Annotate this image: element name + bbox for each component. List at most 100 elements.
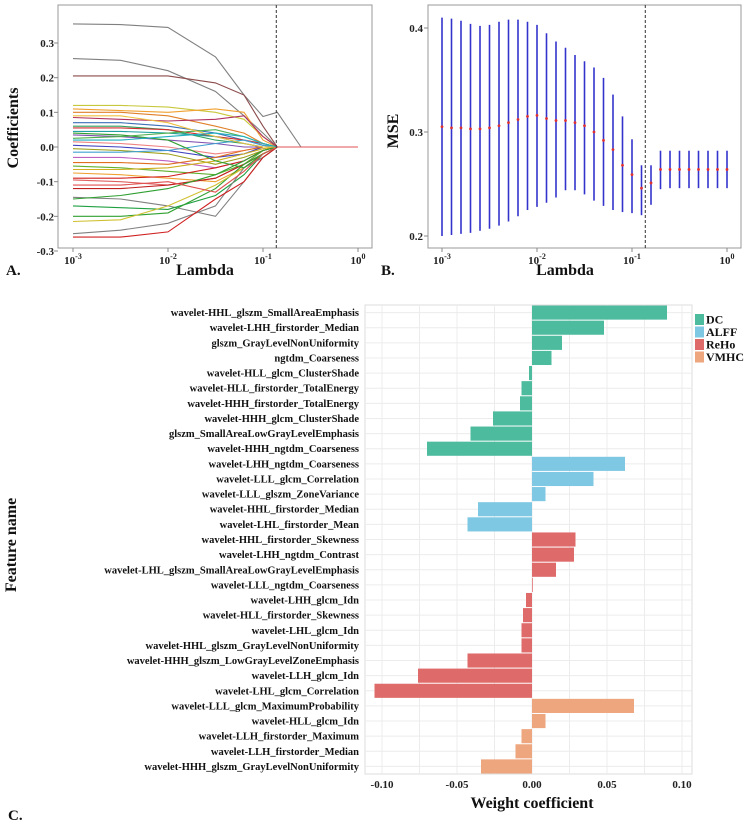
tick-exponent: 0 [362,252,366,261]
panel-label-c: C. [8,808,23,824]
lasso-path-plot: 0.30.20.10.0-0.1-0.2-0.310-3 10-2 10-1 100 [37,4,373,267]
legend-label: ReHo [706,338,735,352]
feature-bar [532,713,546,729]
x-tick-label: -0.05 [446,779,469,791]
y-tick-label: 0.3 [409,127,423,139]
mean-mse-point [554,119,558,122]
tick-base: 10 [528,255,540,267]
mean-mse-point [630,173,634,177]
feature-label: wavelet-HHL_glszm_SmallAreaEmphasis [171,308,359,319]
mean-mse-point [659,168,662,171]
mean-mse-point [649,181,653,185]
mean-mse-point [716,168,719,171]
feature-label: wavelet-LHH_ngtdm_Coarseness [209,459,360,470]
feature-label: wavelet-LLH_firstorder_Median [211,747,359,758]
mean-mse-point [573,121,577,125]
feature-bar [520,396,532,411]
feature-bar [478,502,532,517]
bar-x-axis-label: Weight coefficient [470,795,594,812]
bar-y-axis-label: Feature name [3,498,20,592]
feature-bar [532,471,594,487]
y-tick-label: -0.1 [37,177,54,189]
feature-label: wavelet-LLH_glcm_Idn [252,671,359,682]
feature-bar [532,577,533,592]
feature-bar [532,547,574,562]
tick-base: 10 [433,255,445,267]
feature-label: wavelet-LLL_glszm_ZoneVariance [202,490,359,501]
tick-exponent: -2 [170,252,177,261]
mean-mse-point [687,168,691,171]
mean-mse-point [697,168,700,171]
mean-mse-point [516,118,520,121]
mean-mse-point [583,124,586,128]
x-tick-label: 0.10 [672,779,692,791]
feature-bar [470,426,532,441]
feature-label: ngtdm_Coarseness [274,353,359,364]
legend-swatch [695,326,704,338]
x-tick-label: 10-1 [623,252,641,267]
feature-bar [467,517,532,532]
mean-mse-point [526,115,529,118]
feature-label: wavelet-LHL_glszm_SmallAreaLowGrayLevelE… [104,565,359,576]
feature-bar [521,381,532,396]
feature-bar [532,456,625,471]
feature-bar [467,653,532,668]
y-tick-label: 0.0 [40,142,54,154]
x-tick-label: 0.00 [522,779,542,791]
feature-bar [521,729,532,744]
feature-bar [532,320,604,335]
mean-mse-point [440,125,444,129]
feature-label: wavelet-HLL_glcm_Idn [252,717,359,728]
feature-label: glszm_GrayLevelNonUniformity [211,338,359,349]
x-tick-label: 10-2 [159,252,177,267]
feature-bar [418,668,532,683]
y-tick-label: -0.3 [37,246,55,258]
y-tick-label: 0.3 [40,38,54,50]
feature-bar [427,441,532,456]
x-tick-label: 10-2 [528,252,546,267]
feature-label: wavelet-HHL_firstorder_Median [210,505,359,516]
feature-bar [532,698,634,713]
cv-mse-plot: 0.40.30.210-3 10-2 10-1 100 [409,4,742,267]
feature-bar [515,744,532,759]
feature-bar [532,350,552,366]
x-tick-label: 100 [351,252,366,267]
mean-mse-point [602,138,605,142]
feature-label: wavelet-HLL_firstorder_TotalEnergy [190,384,360,395]
lasso-x-axis-label: Lambda [176,262,234,279]
panel-label-b: B. [381,263,395,279]
mean-mse-point [564,119,567,122]
feature-label: wavelet-LHL_glcm_Correlation [215,686,359,697]
coefficient-path [73,146,358,193]
x-tick-label: 0.05 [597,779,617,791]
mean-mse-point [507,121,510,125]
mean-mse-point [488,126,491,130]
feature-label: wavelet-LHH_glcm_Idn [251,596,360,607]
feature-bar [532,532,576,547]
feature-bar [521,638,532,653]
mean-mse-point [611,148,615,152]
tick-exponent: -1 [634,252,641,261]
feature-label: wavelet-LLL_ngtdm_Coarseness [211,580,359,591]
feature-label: wavelet-LHH_ngtdm_Contrast [219,550,359,561]
feature-bar [481,759,532,774]
tick-base: 10 [254,255,266,267]
tick-base: 10 [64,255,76,267]
mean-mse-point [478,127,482,131]
mse-x-axis-label: Lambda [536,262,594,279]
mean-mse-point [497,124,501,128]
feature-label: wavelet-HHH_glcm_ClusterShade [204,414,359,425]
mean-mse-point [678,168,681,171]
mean-mse-point [621,163,624,167]
mean-mse-point [706,168,710,171]
mean-mse-point [668,168,672,171]
feature-label: wavelet-HLL_glcm_ClusterShade [207,369,360,380]
legend-label: DC [706,313,723,327]
tick-exponent: 0 [731,252,735,261]
x-tick-label: -0.10 [371,779,394,791]
mean-mse-point [450,126,453,130]
tick-exponent: -3 [444,252,451,261]
mean-mse-point [469,127,472,131]
feature-label: wavelet-HHH_glszm_GrayLevelNonUniformity [144,762,359,773]
